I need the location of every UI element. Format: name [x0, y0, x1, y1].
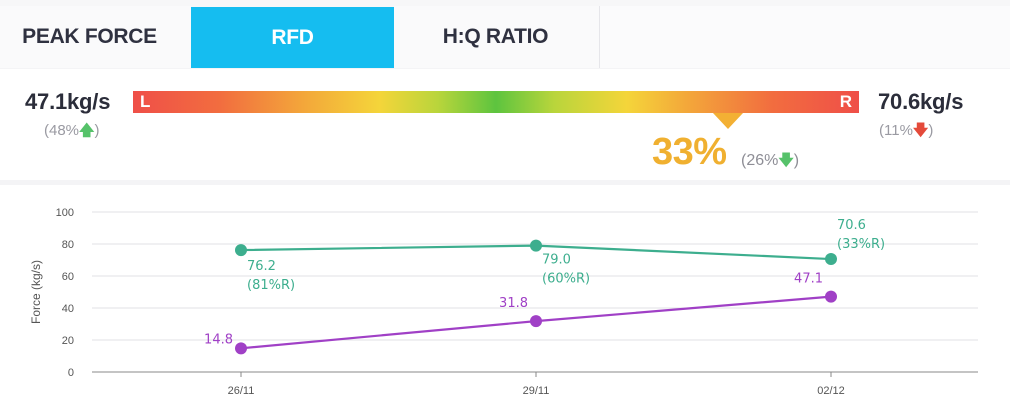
- tab-hq-ratio[interactable]: H:Q RATIO: [394, 6, 600, 214]
- data-label: 79.0: [542, 253, 571, 268]
- x-tick-label: 02/12: [817, 385, 845, 397]
- y-tick-label: 0: [68, 367, 74, 379]
- bar-left-label: L: [140, 92, 151, 111]
- tab-hq-ratio-label: H:Q RATIO: [442, 25, 549, 48]
- asymmetry-summary: 47.1kg/s (48%🡅) L R 33% (26%🡇) 70.6kg/s …: [0, 69, 1010, 180]
- y-tick-label: 40: [62, 303, 74, 315]
- tab-bar: PEAK FORCE RFD H:Q RATIO: [0, 0, 1010, 214]
- right-change-close: ): [928, 122, 934, 139]
- left-change-pct: (48%: [44, 122, 80, 139]
- left-change: (48%🡅): [44, 120, 99, 145]
- data-label: 76.2: [247, 259, 276, 274]
- data-point: [530, 315, 542, 328]
- data-point: [825, 253, 837, 266]
- y-tick-label: 80: [62, 239, 74, 251]
- arrow-down-icon: 🡇: [912, 122, 929, 139]
- x-tick-label: 26/11: [228, 385, 255, 397]
- y-tick-label: 60: [62, 271, 74, 283]
- data-label: 47.1: [794, 272, 823, 287]
- asymmetry-change-pct: (26%: [741, 152, 779, 169]
- data-point: [235, 244, 247, 257]
- tab-rfd-label: RFD: [271, 25, 314, 49]
- data-label: (60%R): [542, 272, 590, 287]
- asymmetry-marker: [713, 113, 744, 129]
- data-label: 70.6: [837, 218, 866, 233]
- right-change: (11%🡇): [879, 120, 933, 145]
- right-value: 70.6kg/s: [878, 89, 964, 114]
- data-point: [530, 239, 542, 252]
- x-tick-label: 29/11: [523, 385, 550, 397]
- arrow-down-icon: 🡇: [778, 152, 794, 169]
- asymmetry-change-close: ): [793, 152, 800, 169]
- data-point: [235, 342, 247, 355]
- asymmetry-change: (26%🡇): [741, 150, 799, 175]
- tab-rfd[interactable]: RFD: [191, 7, 394, 68]
- y-tick-label: 100: [56, 207, 74, 219]
- rfd-line-chart: 0 20 40 60 80 100 26/11 29/11 02/12 Force (kg/s) 7…: [29, 207, 978, 397]
- left-change-close: ): [94, 122, 100, 139]
- data-label: 31.8: [499, 296, 528, 311]
- bar-right-label: R: [839, 92, 852, 111]
- chart-panel: [0, 185, 1010, 411]
- asymmetry-value: 33%: [652, 131, 727, 173]
- arrow-up-icon: 🡅: [79, 122, 95, 139]
- tab-peak-force-label: PEAK FORCE: [22, 25, 157, 48]
- right-change-pct: (11%: [879, 122, 913, 139]
- data-label: (81%R): [247, 278, 295, 293]
- tab-empty: [600, 6, 1010, 68]
- data-label: 14.8: [204, 332, 233, 347]
- asymmetry-gradient-bar: L R: [133, 91, 859, 113]
- y-axis-title: Force (kg/s): [29, 260, 43, 324]
- data-point: [825, 290, 837, 303]
- left-value: 47.1kg/s: [25, 89, 111, 114]
- y-tick-label: 20: [62, 335, 74, 347]
- tab-peak-force[interactable]: PEAK FORCE: [0, 6, 191, 68]
- data-label: (33%R): [837, 237, 885, 252]
